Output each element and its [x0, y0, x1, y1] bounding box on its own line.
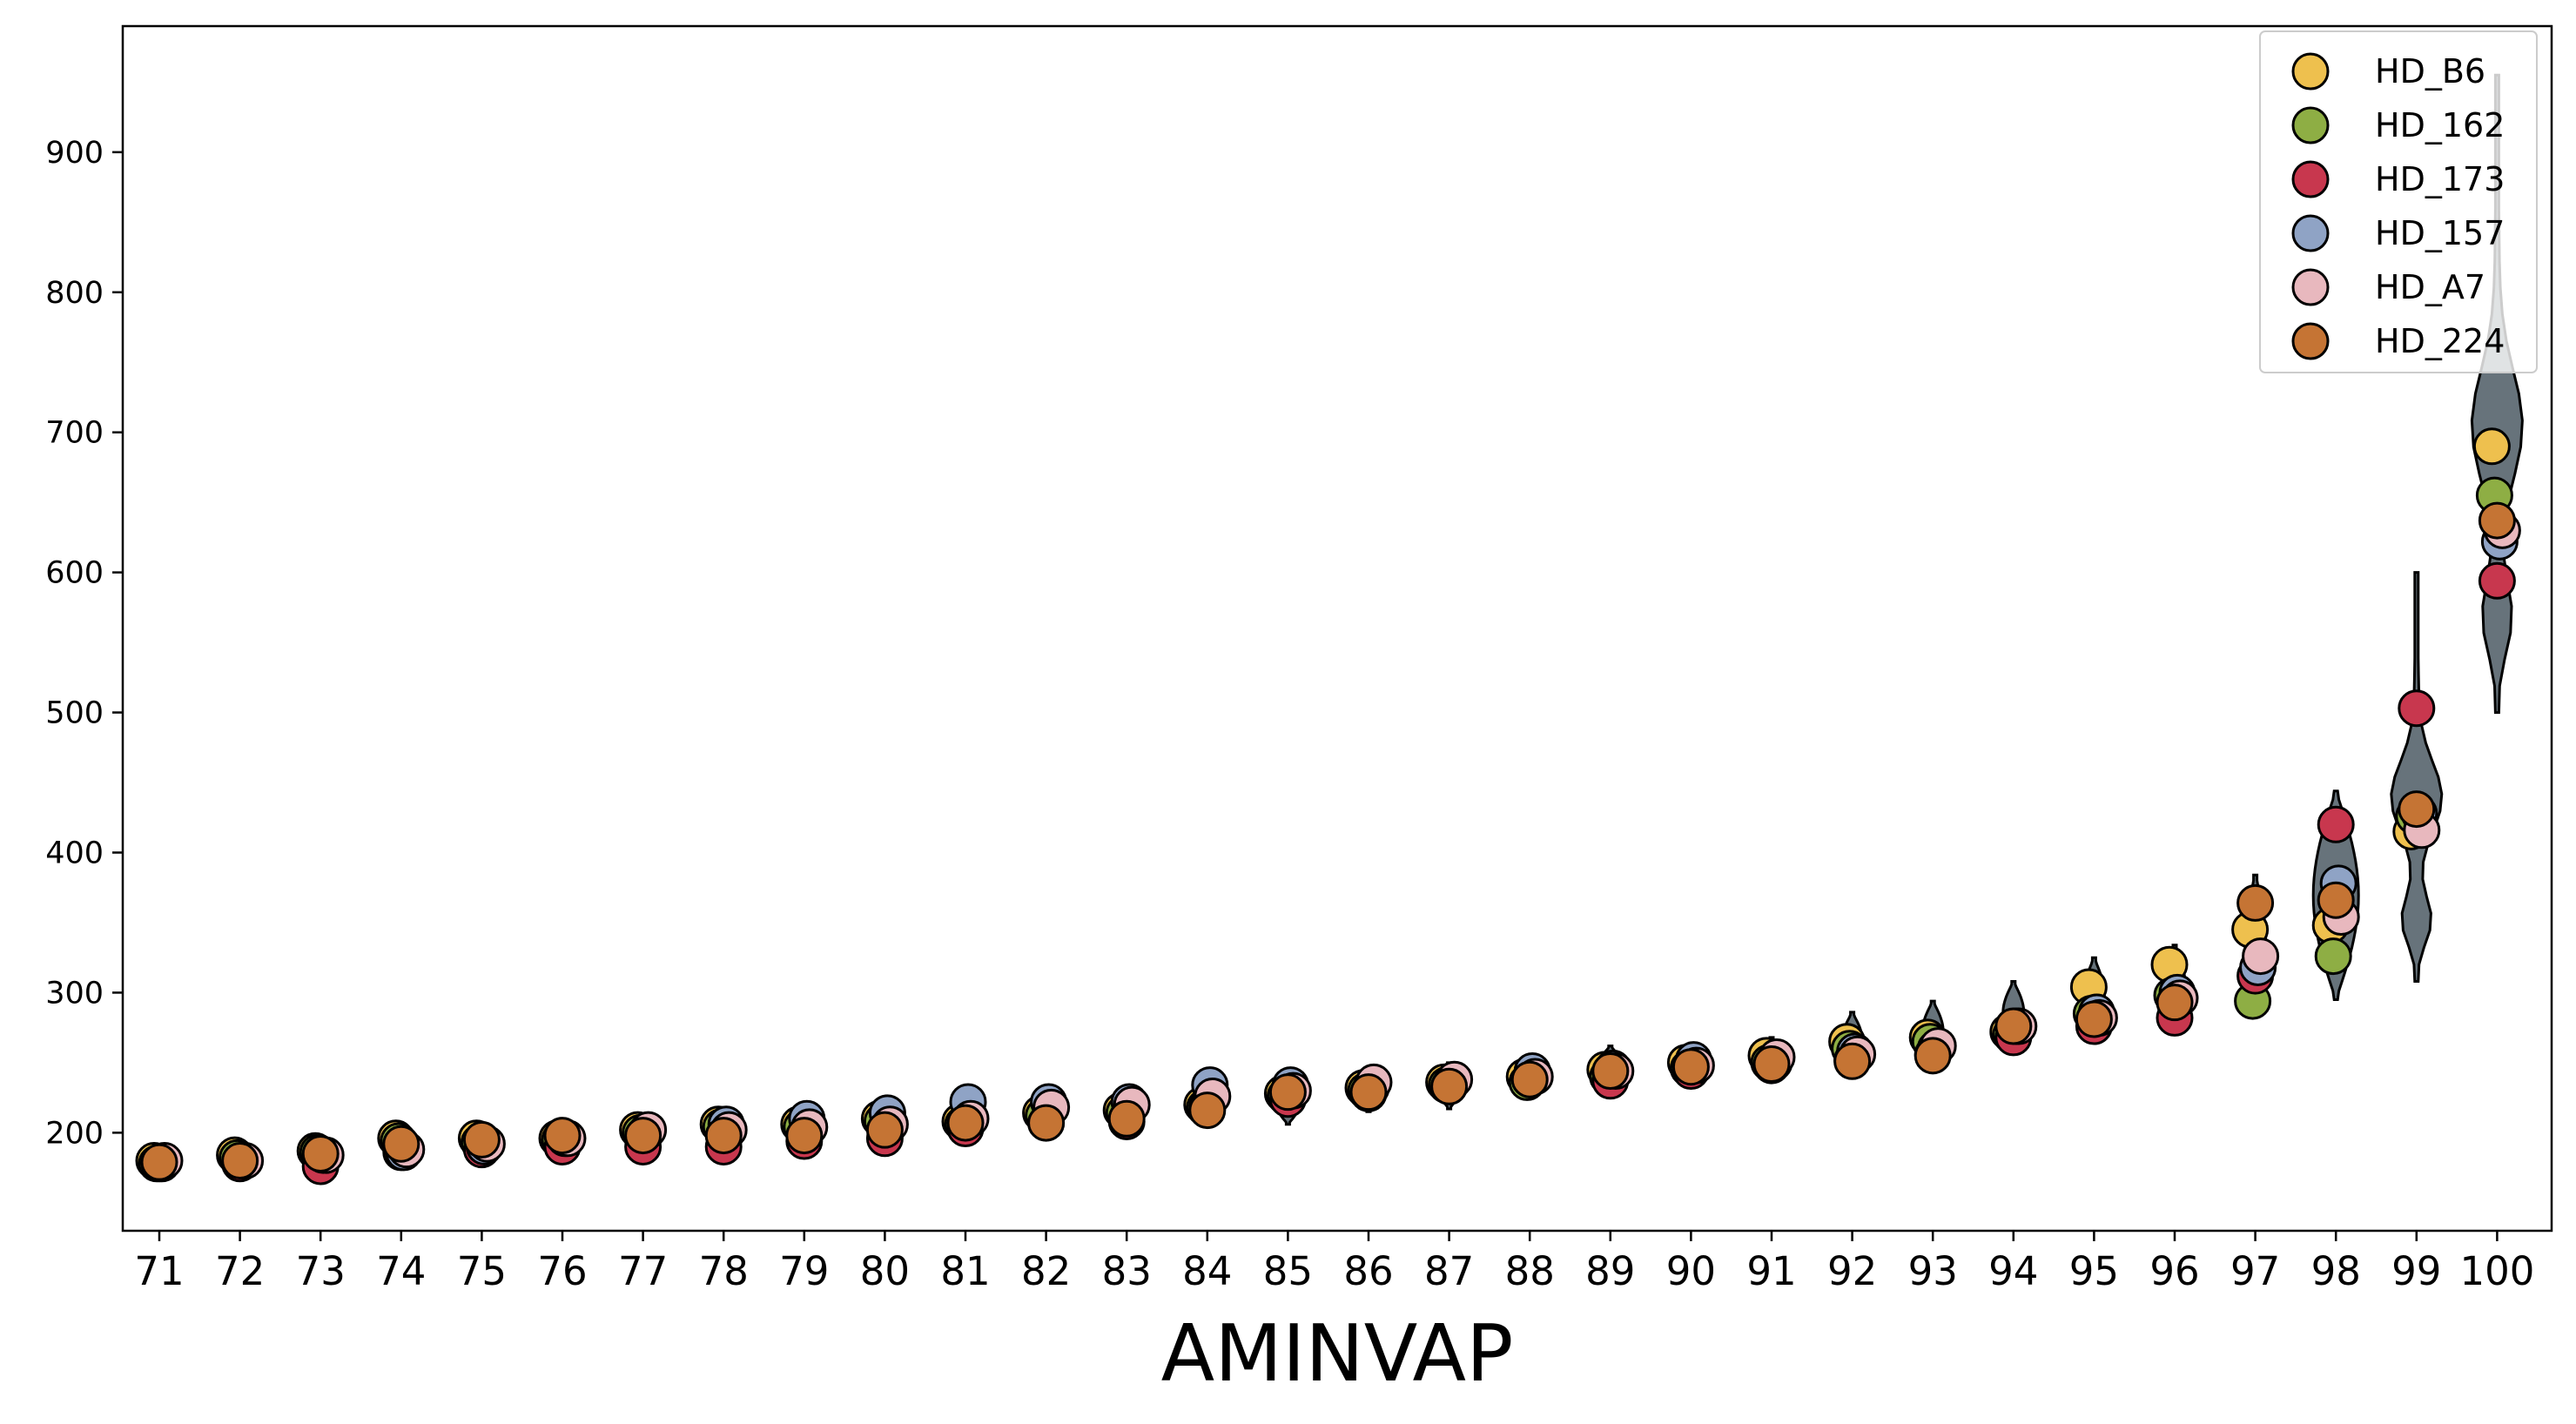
data-point — [2314, 937, 2352, 976]
data-point — [1671, 1048, 1710, 1086]
data-point — [2075, 1000, 2113, 1038]
x-tick-label: 78 — [699, 1248, 749, 1294]
y-tick-label: 900 — [45, 136, 104, 171]
data-point — [301, 1134, 340, 1172]
data-point — [624, 1117, 662, 1155]
x-tick-label: 90 — [1666, 1248, 1716, 1294]
x-tick-label: 76 — [537, 1248, 587, 1294]
data-point — [2478, 561, 2516, 600]
legend-label: HD_B6 — [2375, 52, 2485, 91]
data-point — [1510, 1060, 1549, 1098]
x-tick-label: 87 — [1424, 1248, 1474, 1294]
legend-label: HD_224 — [2375, 322, 2505, 360]
legend-marker — [2291, 106, 2330, 144]
x-tick-label: 100 — [2459, 1248, 2534, 1294]
data-point — [1027, 1104, 1066, 1142]
legend-label: HD_A7 — [2375, 268, 2485, 306]
y-tick-label: 700 — [45, 416, 104, 451]
data-point — [1430, 1067, 1469, 1105]
data-point — [2398, 689, 2436, 728]
legend-marker — [2291, 160, 2330, 198]
y-tick-label: 800 — [45, 276, 104, 311]
x-tick-label: 86 — [1343, 1248, 1393, 1294]
data-point — [462, 1120, 501, 1159]
x-tick-label: 77 — [618, 1248, 668, 1294]
x-tick-label: 79 — [779, 1248, 829, 1294]
legend-marker — [2291, 52, 2330, 91]
x-tick-label: 93 — [1908, 1248, 1958, 1294]
data-point — [1188, 1092, 1227, 1130]
x-axis-label: AMINVAP — [1161, 1308, 1514, 1400]
data-point — [2317, 881, 2355, 919]
data-point — [1107, 1099, 1146, 1138]
x-tick-label: 99 — [2391, 1248, 2441, 1294]
x-tick-label: 92 — [1827, 1248, 1877, 1294]
y-tick-label: 500 — [45, 696, 104, 731]
data-point — [2156, 984, 2194, 1022]
data-point — [785, 1117, 824, 1155]
legend-marker — [2291, 268, 2330, 306]
y-tick-label: 600 — [45, 556, 104, 591]
x-tick-label: 89 — [1585, 1248, 1635, 1294]
points-layer — [135, 427, 2521, 1186]
data-point — [2472, 427, 2511, 466]
data-point — [543, 1117, 582, 1155]
legend-label: HD_162 — [2375, 106, 2505, 144]
data-point — [2478, 501, 2516, 540]
data-point — [382, 1125, 420, 1163]
data-point — [2317, 805, 2355, 843]
legend: HD_B6 HD_162 HD_173 HD_157 HD_A7 HD_224 — [2259, 30, 2538, 373]
data-point — [1994, 1007, 2033, 1045]
plot-frame — [121, 24, 2553, 1233]
x-tick-label: 97 — [2230, 1248, 2280, 1294]
legend-marker — [2291, 214, 2330, 252]
legend-marker — [2291, 322, 2330, 360]
x-tick-label: 95 — [2069, 1248, 2119, 1294]
x-tick-label: 81 — [940, 1248, 990, 1294]
x-tick-label: 98 — [2311, 1248, 2361, 1294]
legend-label: HD_157 — [2375, 214, 2505, 252]
x-tick-label: 83 — [1102, 1248, 1152, 1294]
data-point — [865, 1111, 904, 1149]
legend-label: HD_173 — [2375, 160, 2505, 198]
data-point — [221, 1142, 259, 1180]
x-tick-label: 84 — [1182, 1248, 1232, 1294]
data-point — [2236, 883, 2275, 922]
data-point — [2398, 790, 2436, 829]
x-tick-label: 73 — [296, 1248, 346, 1294]
y-tick-label: 200 — [45, 1116, 104, 1151]
y-axis: 200 300 400 500 600 700 800 900 — [45, 136, 123, 1151]
plot-background — [123, 26, 2552, 1231]
data-point — [946, 1104, 985, 1142]
data-point — [704, 1117, 743, 1155]
x-tick-label: 72 — [215, 1248, 265, 1294]
x-tick-label: 91 — [1746, 1248, 1796, 1294]
x-axis: 71 72 73 74 75 76 77 78 79 80 81 82 83 84 85 86 87 88 89 90… — [134, 1231, 2534, 1294]
data-point — [1591, 1052, 1630, 1091]
y-tick-label: 400 — [45, 836, 104, 870]
data-point — [140, 1143, 178, 1181]
x-tick-label: 80 — [860, 1248, 910, 1294]
data-point — [1268, 1073, 1307, 1112]
x-tick-label: 82 — [1021, 1248, 1071, 1294]
x-tick-label: 88 — [1505, 1248, 1555, 1294]
data-point — [1833, 1042, 1872, 1080]
data-point — [1914, 1037, 1952, 1075]
y-tick-label: 300 — [45, 976, 104, 1011]
x-tick-label: 75 — [457, 1248, 507, 1294]
data-point — [2242, 937, 2280, 976]
x-tick-label: 74 — [376, 1248, 426, 1294]
x-tick-label: 85 — [1263, 1248, 1313, 1294]
x-tick-label: 96 — [2149, 1248, 2199, 1294]
x-tick-label: 71 — [134, 1248, 184, 1294]
data-point — [1349, 1073, 1388, 1112]
x-tick-label: 94 — [1988, 1248, 2038, 1294]
data-point — [1752, 1044, 1791, 1083]
